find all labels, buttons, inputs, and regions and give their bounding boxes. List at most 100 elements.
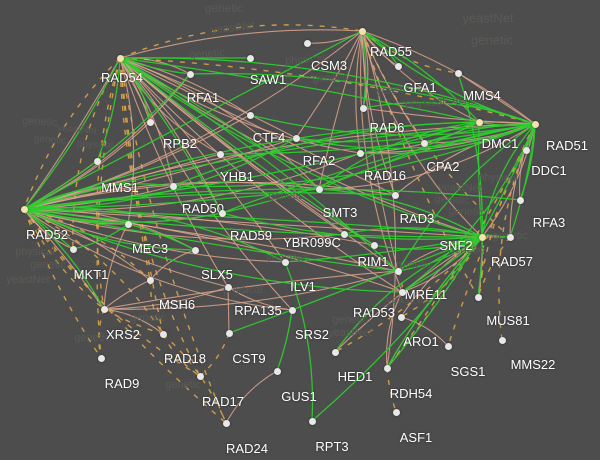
graph-node-yhb1[interactable]: [216, 150, 224, 158]
graph-node-label-ddc1: DDC1: [531, 163, 567, 178]
edge-yeastNet: [362, 102, 536, 125]
edge-yeastNet: [481, 123, 536, 238]
graph-node-rad16[interactable]: [356, 149, 364, 157]
graph-node-cst9[interactable]: [225, 329, 233, 337]
graph-node-mms22[interactable]: [498, 336, 506, 344]
graph-node-snf2[interactable]: [478, 233, 486, 241]
graph-node-rad50[interactable]: [169, 182, 177, 190]
graph-node-rad6[interactable]: [359, 104, 367, 112]
graph-node-mus81[interactable]: [474, 293, 482, 301]
edge-yeastNet: [219, 123, 536, 155]
edge-yeastNet: [334, 236, 483, 353]
graph-node-rfa1[interactable]: [186, 70, 194, 78]
edge-yeastNet: [284, 261, 314, 422]
edge-yeastNet: [401, 236, 483, 293]
edge-physical: [119, 57, 223, 214]
edge-yeastNet: [311, 236, 483, 422]
graph-node-rfa3[interactable]: [516, 196, 524, 204]
graph-node-label-ilv1: ILV1: [290, 279, 316, 294]
edge-genetic: [199, 332, 230, 377]
graph-node-rad17[interactable]: [196, 372, 204, 380]
graph-node-label-msh6: MSH6: [158, 297, 196, 312]
edge-physical: [119, 57, 345, 235]
graph-node-rad59[interactable]: [218, 209, 226, 217]
edge-genetic: [23, 57, 121, 210]
graph-node-rad3[interactable]: [391, 191, 399, 199]
graph-node-ybr099c[interactable]: [340, 230, 348, 238]
graph-node-rad9[interactable]: [97, 354, 105, 362]
graph-node-dmc1[interactable]: [475, 118, 483, 126]
graph-node-rpa135[interactable]: [224, 283, 232, 291]
edge-genetic: [23, 208, 102, 359]
edge-physical: [386, 291, 403, 369]
edge-yeastNet: [361, 30, 367, 109]
graph-node-rad18[interactable]: [159, 330, 167, 338]
edge-yeastNet: [23, 123, 536, 210]
graph-node-rad55[interactable]: [358, 27, 366, 35]
graph-node-rdh54[interactable]: [383, 364, 391, 372]
edge-genetic: [23, 208, 105, 310]
graph-node-msh6[interactable]: [146, 276, 154, 284]
graph-node-label-mms1: MMS1: [101, 180, 139, 195]
edge-genetic: [98, 308, 105, 359]
edge-physical: [23, 114, 251, 210]
graph-node-label-rfa2: RFA2: [302, 153, 336, 168]
graph-node-mms1[interactable]: [93, 157, 101, 165]
edge-yeastNet: [119, 57, 480, 123]
graph-node-label-smt3: SMT3: [322, 205, 358, 220]
edge-physical: [23, 208, 483, 238]
graph-node-rfa2[interactable]: [292, 134, 300, 142]
graph-node-smt3[interactable]: [315, 185, 323, 193]
graph-node-label-gfa1: GFA1: [403, 80, 437, 95]
graph-node-ilv1[interactable]: [281, 258, 289, 266]
edge-physical: [103, 223, 129, 310]
edge-yeastNet: [23, 208, 105, 310]
graph-node-csm3[interactable]: [303, 39, 311, 47]
graph-node-rpt3[interactable]: [308, 417, 316, 425]
graph-node-mkt1[interactable]: [69, 245, 77, 253]
graph-node-hed1[interactable]: [331, 348, 339, 356]
graph-node-mre11[interactable]: [394, 267, 402, 275]
graph-node-rim1[interactable]: [370, 241, 378, 249]
edge-genetic: [361, 30, 479, 298]
graph-node-mms4[interactable]: [454, 69, 462, 77]
graph-node-rad52[interactable]: [20, 205, 28, 213]
graph-node-cpa2[interactable]: [420, 139, 428, 147]
graph-node-label-ybr099c: YBR099C: [283, 235, 341, 250]
graph-node-ctf4[interactable]: [246, 111, 254, 119]
graph-node-rad54[interactable]: [116, 54, 124, 62]
graph-node-gus1[interactable]: [273, 367, 281, 375]
graph-node-rpb2[interactable]: [146, 118, 154, 126]
graph-node-label-rad57: RAD57: [491, 254, 533, 269]
graph-node-label-rad52: RAD52: [26, 227, 68, 242]
graph-node-slx5[interactable]: [191, 246, 199, 254]
edge-genetic: [119, 57, 536, 125]
edge-physical: [119, 57, 251, 116]
graph-node-rad53[interactable]: [398, 288, 406, 296]
edge-yeastNet: [119, 57, 399, 272]
graph-node-xrs2[interactable]: [100, 305, 108, 313]
edge-physical: [318, 30, 363, 190]
edge-yeastNet: [119, 57, 320, 190]
graph-node-label-rfa1: RFA1: [186, 90, 220, 105]
edge-yeastNet: [119, 57, 191, 75]
graph-node-mec3[interactable]: [124, 220, 132, 228]
graph-node-srs2[interactable]: [288, 306, 296, 314]
edge-physical: [400, 316, 449, 347]
graph-node-label-rfa3: RFA3: [532, 215, 566, 230]
edge-physical: [362, 107, 536, 125]
graph-node-sgs1[interactable]: [444, 342, 452, 350]
graph-node-rad51[interactable]: [531, 120, 539, 128]
graph-node-saw1[interactable]: [246, 54, 254, 62]
graph-node-asf1[interactable]: [392, 408, 400, 416]
graph-node-ddc1[interactable]: [522, 146, 530, 154]
edge-yeastNet: [23, 183, 174, 210]
graph-node-aro1[interactable]: [397, 313, 405, 321]
graph-node-gfa1[interactable]: [394, 62, 402, 70]
graph-node-rad24[interactable]: [222, 419, 230, 427]
graph-node-label-mus81: MUS81: [486, 313, 530, 328]
edge-physical: [119, 57, 221, 155]
graph-node-label-rad24: RAD24: [226, 441, 268, 456]
graph-node-rad57[interactable]: [506, 233, 514, 241]
